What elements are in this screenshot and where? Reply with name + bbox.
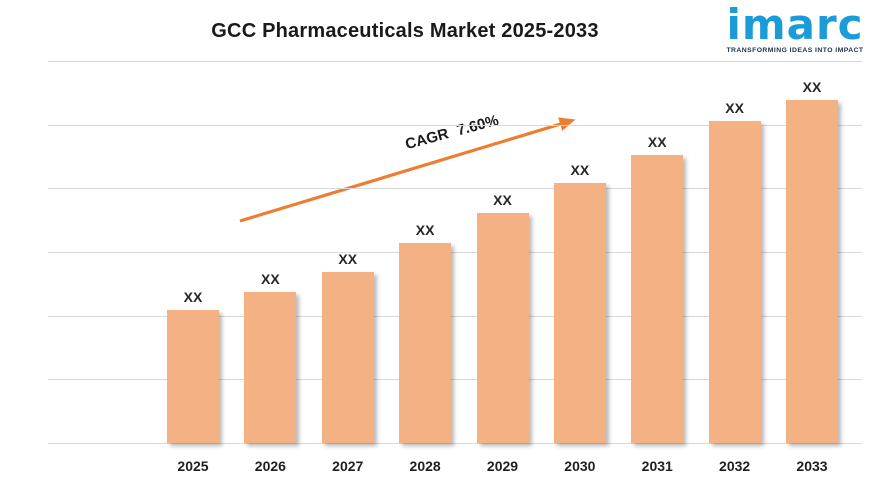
bar-2025 <box>167 310 219 443</box>
chart-title: GCC Pharmaceuticals Market 2025-2033 <box>211 20 599 42</box>
bar-value-label-2025: XX <box>183 289 203 305</box>
bar-2028 <box>399 243 452 443</box>
gridline <box>48 379 862 381</box>
axis-label-2029: 2029 <box>486 458 519 474</box>
axis-label-2032: 2032 <box>719 458 751 474</box>
gridline <box>48 252 862 253</box>
bar-value-label-2028: XX <box>415 222 435 238</box>
imarc-wordmark: imarc <box>726 0 864 49</box>
bar-2032 <box>708 121 761 443</box>
axis-label-2028: 2028 <box>409 458 441 474</box>
bar-value-label-2031: XX <box>647 134 667 150</box>
bar-2030 <box>553 183 606 443</box>
gridline <box>48 315 862 317</box>
bar-2027 <box>321 272 374 443</box>
axis-label-2033: 2033 <box>796 458 828 474</box>
imarc-logo: imarc TRANSFORMING IDEAS INTO IMPACT <box>724 0 866 55</box>
axis-label-2025: 2025 <box>177 458 209 474</box>
bar-value-label-2029: XX <box>493 192 512 208</box>
bar-2033 <box>786 100 838 443</box>
gridline <box>48 61 862 62</box>
axis-label-2030: 2030 <box>564 458 596 474</box>
axis-label-2027: 2027 <box>332 458 364 474</box>
bar-2031 <box>631 155 684 443</box>
bar-2026 <box>244 292 297 443</box>
bar-value-label-2032: XX <box>725 100 744 116</box>
bar-value-label-2026: XX <box>261 271 280 287</box>
axis-label-2026: 2026 <box>254 458 286 474</box>
axis-label-2031: 2031 <box>641 458 673 474</box>
cagr-annotation: CAGR 7.60% <box>403 111 501 154</box>
gridline <box>48 443 862 444</box>
bar-value-label-2027: XX <box>338 251 358 267</box>
bar-value-label-2030: XX <box>570 162 590 178</box>
gridline <box>48 188 862 190</box>
imarc-tagline: TRANSFORMING IDEAS INTO IMPACT <box>726 47 864 54</box>
bar-value-label-2033: XX <box>802 79 822 95</box>
gridline <box>48 124 862 126</box>
bar-2029 <box>476 213 529 443</box>
